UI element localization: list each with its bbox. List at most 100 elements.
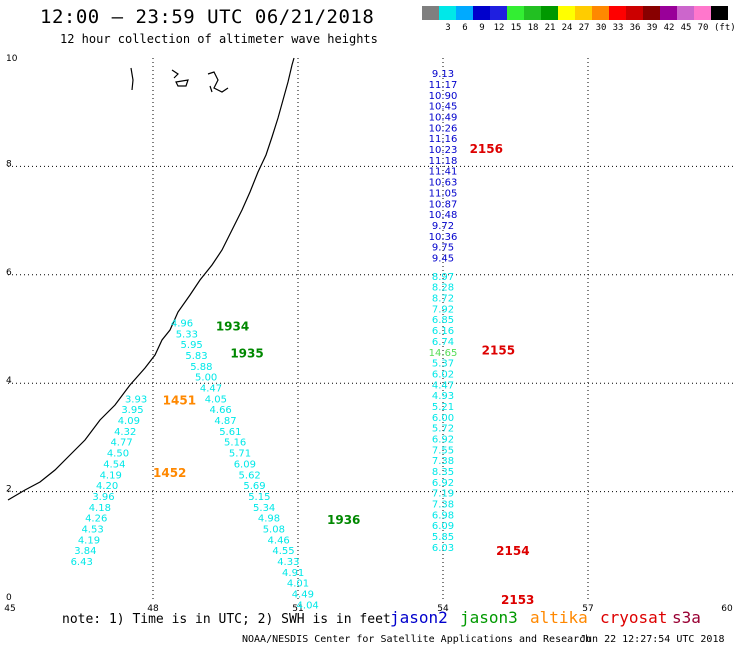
map-title: 12:00 — 23:59 UTC 06/21/2018 (40, 6, 375, 28)
generated-timestamp: Jun 22 12:27:54 UTC 2018 (580, 634, 725, 645)
wave-height-value: 3.95 (121, 405, 143, 416)
color-scale-label: 9 (479, 23, 485, 33)
wave-height-value: 5.21 (432, 402, 454, 413)
wave-height-value: 6.03 (432, 543, 454, 554)
color-scale-label: 45 (680, 23, 692, 33)
wave-height-value: 7.92 (432, 304, 454, 315)
wave-height-value: 4.19 (78, 535, 100, 546)
wave-height-value: 5.88 (190, 362, 212, 373)
wave-height-value: 6.00 (432, 413, 454, 424)
credit-line: NOAA/NESDIS Center for Satellite Applica… (242, 634, 592, 645)
wave-height-value: 4.93 (432, 391, 454, 402)
wave-height-value: 8.28 (432, 283, 454, 294)
wave-height-value: 5.16 (224, 438, 246, 449)
wave-height-value: 10.23 (429, 145, 458, 156)
wave-height-value: 4.33 (277, 557, 299, 568)
color-scale-swatch (677, 6, 694, 20)
wave-height-value: 5.00 (195, 373, 217, 384)
wave-height-value: 5.83 (185, 351, 207, 362)
color-scale-swatch (626, 6, 643, 20)
island-path (171, 69, 189, 87)
color-scale-swatch (524, 6, 541, 20)
coastline-path (7, 57, 295, 501)
color-scale-swatch (592, 6, 609, 20)
wave-height-value: 8.72 (432, 294, 454, 305)
wave-height-value: 6.85 (432, 315, 454, 326)
wave-height-value: 4.91 (282, 568, 304, 579)
map-subtitle: 12 hour collection of altimeter wave hei… (60, 32, 378, 46)
wave-height-value: 4.05 (205, 394, 227, 405)
wave-height-value: 11.18 (429, 156, 458, 167)
wave-height-value: 5.85 (432, 532, 454, 543)
x-tick-label: 60 (721, 604, 733, 614)
wave-height-value: 7.38 (432, 456, 454, 467)
pass-time-label: 1451 (163, 394, 196, 408)
island-path (207, 71, 229, 93)
wave-height-value: 9.13 (432, 69, 454, 80)
wave-height-value: 9.72 (432, 221, 454, 232)
wave-height-value: 4.46 (268, 535, 290, 546)
wave-height-value: 4.20 (96, 481, 118, 492)
color-scale-swatch (694, 6, 711, 20)
pass-time-label: 2156 (470, 142, 503, 156)
wave-height-value: 4.32 (114, 427, 136, 438)
wave-height-value: 5.72 (432, 424, 454, 435)
legend-cryosat: cryosat (600, 608, 668, 627)
color-scale-swatch (643, 6, 660, 20)
island-path (130, 67, 134, 91)
wave-height-value: 6.92 (432, 434, 454, 445)
wave-height-value: 6.92 (432, 478, 454, 489)
color-scale-label: 30 (595, 23, 607, 33)
color-scale-label: 36 (629, 23, 641, 33)
y-tick-label: 6 (6, 268, 12, 278)
wave-height-value: 10.45 (429, 102, 458, 113)
wave-height-value: 4.47 (200, 384, 222, 395)
color-scale-swatch (456, 6, 473, 20)
wave-height-value: 4.18 (89, 503, 111, 514)
wave-height-value: 7.19 (432, 489, 454, 500)
legend-s3a: s3a (672, 608, 701, 627)
wave-height-value: 5.08 (263, 524, 285, 535)
color-scale-swatch (711, 6, 728, 20)
wave-height-value: 4.55 (272, 546, 294, 557)
pass-time-labels: 2156 2155 2154 2153 1934 1935 1936 1451 1452 (153, 142, 534, 607)
wave-height-value: 7.55 (432, 445, 454, 456)
color-scale-swatch (609, 6, 626, 20)
wave-height-value: 10.26 (429, 123, 458, 134)
wave-height-value: 5.71 (229, 449, 251, 460)
color-scale-label: 3 (445, 23, 451, 33)
wave-height-value: 4.50 (107, 449, 129, 460)
wave-height-value: 5.33 (176, 329, 198, 340)
color-scale-label: 24 (561, 23, 573, 33)
wave-height-value: 4.01 (287, 579, 309, 590)
wave-height-value: 11.16 (429, 134, 458, 145)
wave-height-value: 4.96 (171, 318, 193, 329)
pass-time-label: 1935 (230, 346, 263, 360)
wave-height-value: 5.61 (219, 427, 241, 438)
y-tick-label: 10 (6, 54, 18, 64)
color-scale-swatch (660, 6, 677, 20)
wave-height-value: 10.90 (429, 91, 458, 102)
pass-time-label: 1936 (327, 513, 360, 527)
wave-height-value: 3.93 (125, 394, 147, 405)
wave-height-value: 4.53 (81, 524, 103, 535)
wave-height-value: 4.98 (258, 514, 280, 525)
x-tick-label: 51 (292, 604, 303, 614)
wave-height-value: 6.43 (71, 557, 93, 568)
wave-height-value: 14.65 (429, 348, 458, 359)
wave-height-value: 6.09 (234, 459, 256, 470)
legend-altika: altika (530, 608, 588, 627)
color-scale-label: 70 (697, 23, 709, 33)
wave-height-value: 5.95 (181, 340, 203, 351)
coastline (7, 57, 295, 501)
y-tick-label: 8 (6, 159, 12, 169)
wave-height-value: 11.17 (429, 80, 458, 91)
pass-time-label: 1934 (216, 319, 249, 333)
wave-height-value: 11.05 (429, 188, 458, 199)
legend-jason2: jason2 (390, 608, 448, 627)
pass-time-label: 1452 (153, 466, 186, 480)
y-tick-label: 4 (6, 376, 12, 386)
wave-height-value: 7.38 (432, 500, 454, 511)
wave-height-value: 10.63 (429, 178, 458, 189)
wave-height-value: 8.35 (432, 467, 454, 478)
